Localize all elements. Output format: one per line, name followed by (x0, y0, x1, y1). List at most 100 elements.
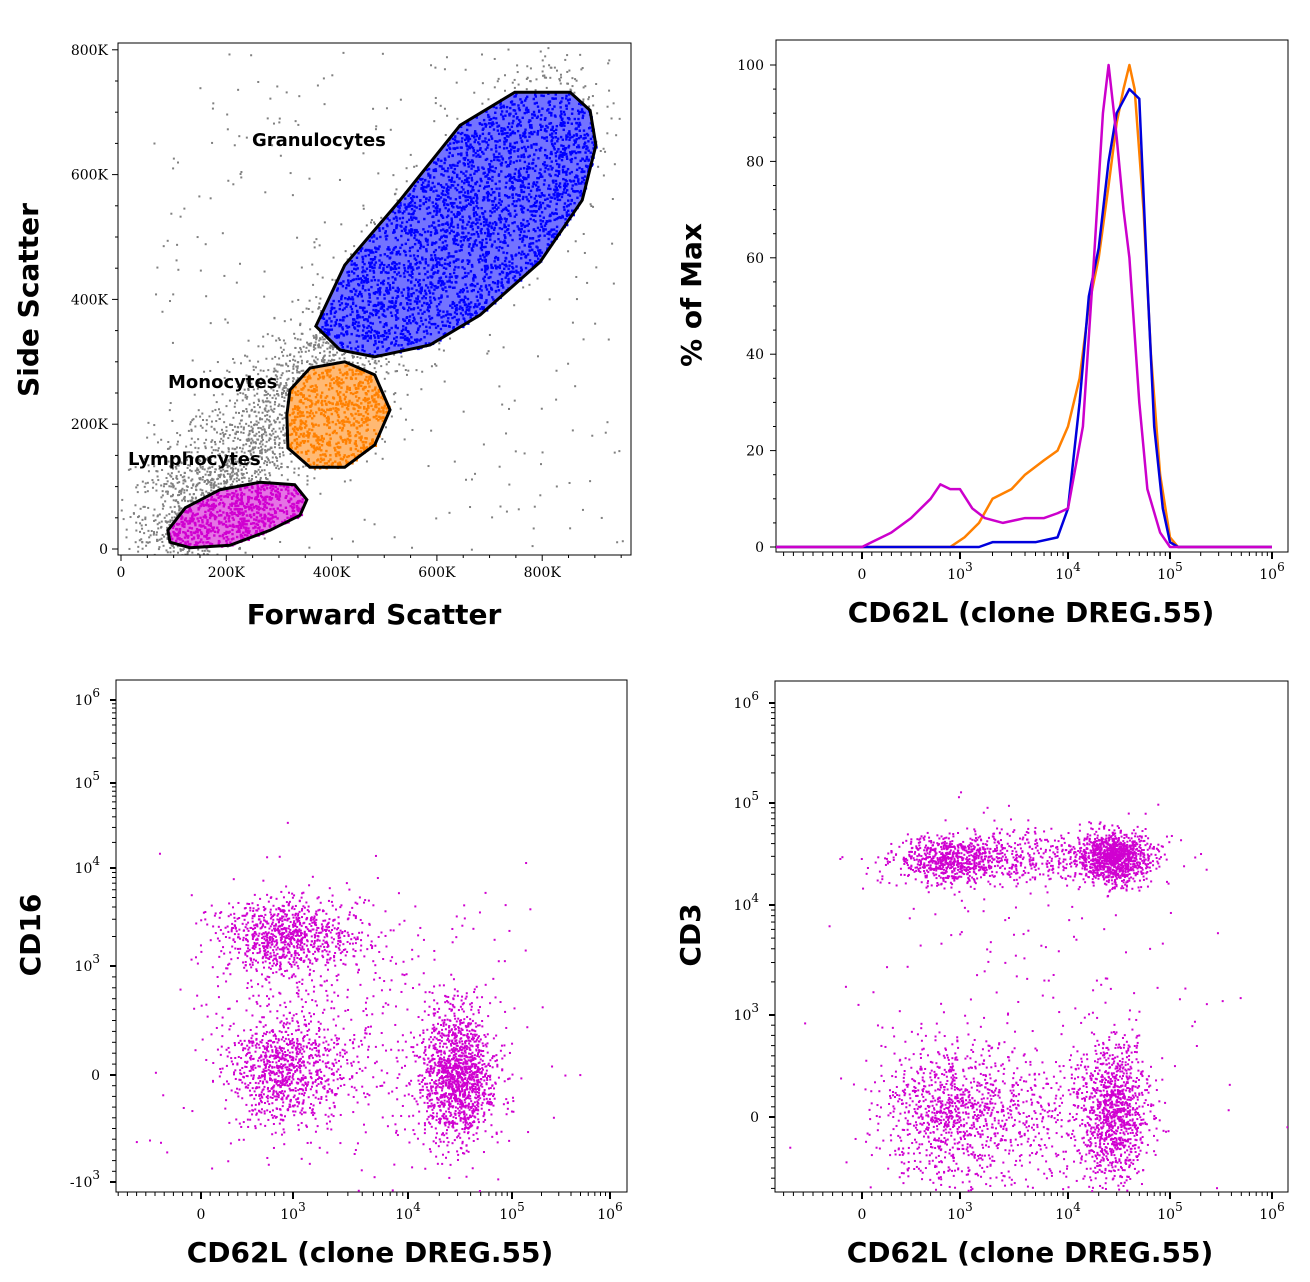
event-dot (228, 371, 231, 374)
event-dot (259, 418, 262, 421)
event-dot (146, 559, 148, 561)
event-dot (251, 429, 254, 432)
event-dot (297, 298, 300, 301)
event-dot (322, 338, 325, 341)
event-dot (206, 478, 209, 481)
event-dot (260, 458, 263, 461)
event-dot (161, 540, 164, 543)
event-dot (271, 334, 274, 337)
event-dot (305, 307, 308, 310)
event-dot (222, 442, 225, 445)
event-dot (180, 462, 183, 465)
event-dot (402, 364, 405, 367)
event-dot (262, 425, 265, 428)
event-dot (340, 223, 343, 226)
event-dot (169, 551, 172, 554)
event-dot (249, 383, 252, 386)
event-dot (299, 348, 302, 351)
event-dot (206, 553, 209, 555)
event-dot (215, 420, 218, 423)
event-dot (259, 476, 262, 479)
event-dot (176, 500, 179, 503)
event-dot (184, 566, 186, 568)
event-dot (151, 564, 153, 566)
event-dot (224, 480, 227, 483)
event-dot (147, 529, 150, 532)
event-dot (202, 454, 205, 457)
event-dot (286, 393, 289, 396)
event-dot (276, 363, 279, 366)
event-dot (155, 531, 158, 534)
event-dot (321, 336, 324, 339)
event-dot (289, 318, 292, 321)
event-dot (259, 478, 262, 481)
event-dot (311, 310, 314, 313)
event-dot (183, 475, 186, 478)
event-dot (186, 584, 188, 586)
event-dot (571, 77, 574, 80)
event-dot (312, 345, 315, 348)
event-dot (430, 365, 433, 368)
event-dot (240, 419, 243, 422)
event-dot (242, 472, 245, 475)
event-dot (618, 117, 621, 120)
event-dot (199, 464, 202, 467)
event-dot (300, 362, 303, 365)
event-dot (254, 366, 257, 369)
event-dot (194, 446, 197, 449)
event-dot (187, 476, 190, 479)
event-dot (333, 359, 336, 362)
event-dot (160, 496, 163, 499)
event-dot (144, 523, 147, 526)
event-dot (375, 362, 378, 365)
event-dot (305, 346, 308, 349)
event-dot (144, 516, 147, 519)
event-dot (266, 449, 269, 452)
event-dot (196, 467, 199, 470)
event-dot (166, 492, 169, 495)
event-dot (144, 482, 147, 485)
event-dot (275, 375, 278, 378)
event-dot (607, 62, 610, 65)
event-dot (225, 460, 228, 463)
event-dot (178, 559, 180, 561)
event-dot (167, 460, 170, 463)
event-dot (223, 421, 226, 424)
event-dot (301, 311, 304, 314)
event-dot (238, 461, 241, 464)
event-dot (284, 386, 287, 389)
event-dot (145, 541, 148, 544)
event-dot (275, 466, 278, 469)
event-dot (155, 470, 158, 473)
event-dot (254, 470, 257, 473)
event-dot (448, 511, 451, 514)
event-dot (253, 406, 256, 409)
event-dot (411, 546, 414, 549)
event-dot (264, 383, 267, 386)
event-dot (263, 270, 266, 273)
event-dot (175, 603, 177, 605)
event-dot (186, 489, 189, 492)
event-dot (140, 557, 142, 559)
event-dot (230, 467, 233, 470)
event-dot (293, 467, 296, 470)
event-dot (221, 232, 224, 235)
event-dot (240, 170, 243, 173)
event-dot (559, 82, 562, 85)
event-dot (567, 362, 570, 365)
event-dot (200, 493, 203, 496)
event-dot (136, 491, 139, 494)
event-dot (613, 163, 616, 166)
event-dot (141, 547, 144, 550)
event-dot (281, 364, 284, 367)
event-dot (306, 479, 309, 482)
event-dot (240, 472, 243, 475)
event-dot (181, 556, 183, 558)
event-dot (160, 520, 163, 523)
event-dot (198, 195, 201, 198)
event-dot (217, 447, 220, 450)
event-dot (278, 117, 281, 120)
event-dot (257, 403, 260, 406)
event-dot (331, 278, 334, 281)
event-dot (283, 320, 286, 323)
